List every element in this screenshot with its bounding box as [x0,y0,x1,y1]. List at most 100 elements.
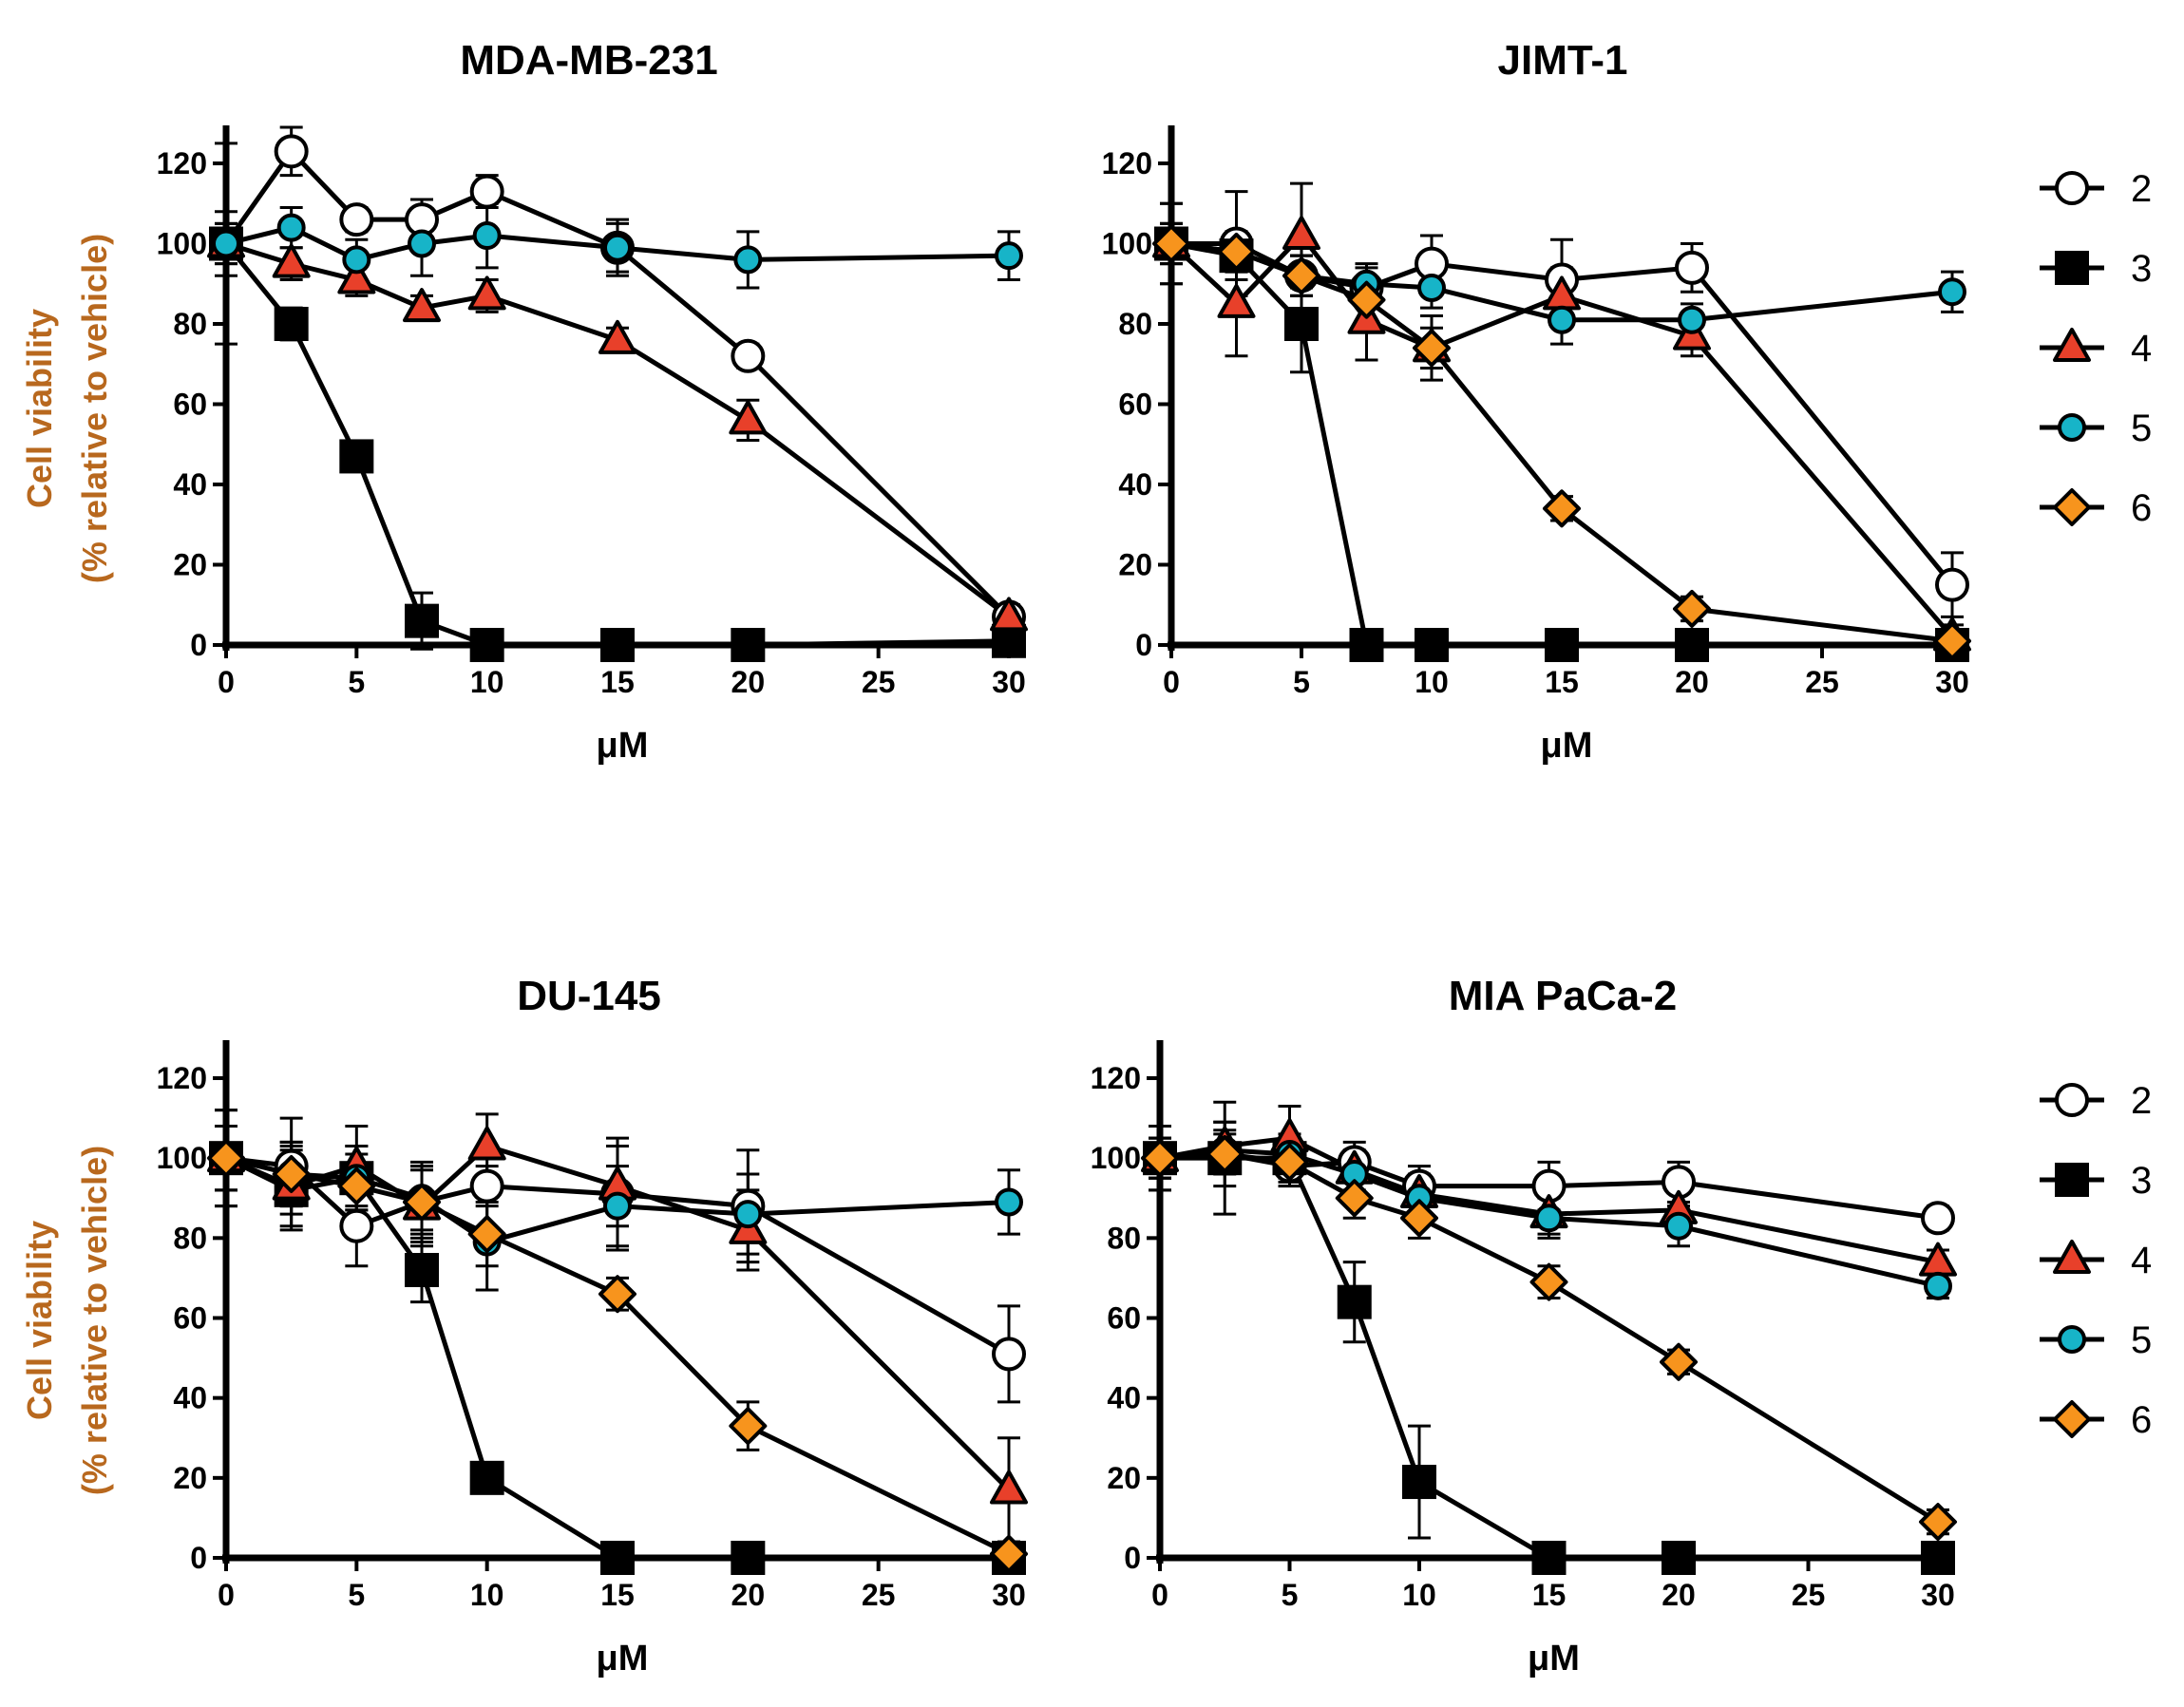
y-tick-label: 120 [157,1061,207,1095]
legend-label: 3 [2131,248,2152,290]
data-point-series-5 [733,245,763,275]
data-point-series-4 [1282,216,1320,251]
chart-panel: MDA-MB-231 0 20 40 60 80 100 120 0 5 10 15 20 25 30 μM C… [20,37,1028,766]
data-point-series-5 [1664,1211,1693,1241]
data-point-series-3 [405,1253,439,1287]
data-point-series-4 [990,1470,1028,1505]
data-point-series-6 [1270,1143,1309,1182]
legend-marker-3 [2055,251,2089,285]
x-tick-label: 30 [1921,1578,1955,1612]
data-point-series-3 [1545,628,1579,662]
data-point-series-5 [995,1187,1023,1217]
data-point-series-2 [1935,567,1969,602]
legend-label: 4 [2131,328,2152,370]
legend: 2 3 4 5 6 [2040,168,2152,529]
legend-label: 3 [2131,1160,2152,1202]
y-axis-label: Cell viability [20,309,59,508]
data-point-series-6 [272,1155,311,1193]
data-point-series-3 [469,628,504,662]
data-point-series-6 [1529,1262,1568,1301]
legend-item-3: 3 [2040,1160,2152,1202]
legend-item-4: 4 [2040,328,2152,370]
x-tick-label: 30 [992,1578,1026,1612]
x-tick-label: 5 [1293,665,1310,699]
data-point-series-4 [990,597,1028,632]
data-point-series-6 [1217,232,1256,271]
chart-title: JIMT-1 [1498,37,1628,84]
data-point-series-5 [1924,1271,1952,1300]
x-axis-label: μM [1528,1639,1580,1679]
y-tick-label: 80 [1107,1221,1141,1255]
y-tick-label: 20 [1118,548,1152,582]
legend-marker-6 [2053,488,2091,526]
x-tick-label: 10 [470,1578,504,1612]
chart-panel: MIA PaCa-2 0 20 40 60 80 100 120 0 5 10 15 20 25 30 μM [1091,973,1957,1679]
legend-marker-5 [2058,413,2086,442]
data-point-series-3 [600,1541,635,1575]
legends: 2 3 4 5 6 2 3 4 5 6 [2040,168,2152,1441]
x-tick-label: 25 [1792,1578,1826,1612]
data-point-series-5 [1938,277,1966,307]
legend-label: 6 [2131,1399,2152,1441]
data-point-series-5 [212,229,240,258]
data-point-series-2 [992,1337,1026,1372]
x-tick-label: 20 [731,1578,766,1612]
legend-item-6: 6 [2040,1399,2152,1441]
data-point-series-5 [342,245,371,275]
data-point-series-4 [598,319,636,354]
legend-item-4: 4 [2040,1240,2152,1281]
data-point-series-4 [1217,283,1256,318]
legend-item-5: 5 [2040,408,2152,449]
x-tick-label: 10 [470,665,504,699]
x-tick-label: 20 [731,665,766,699]
data-point-series-3 [1349,628,1384,662]
data-point-series-3 [731,1541,766,1575]
data-point-series-3 [1415,628,1449,662]
y-tick-label: 100 [1102,227,1152,261]
data-point-series-2 [274,134,309,169]
data-point-series-2 [469,1168,504,1204]
x-tick-label: 20 [1675,665,1709,699]
data-point-series-5 [1548,305,1576,334]
x-tick-label: 0 [1151,1578,1168,1612]
y-tick-label: 40 [1107,1381,1141,1415]
legend-label: 5 [2131,408,2152,449]
legend: 2 3 4 5 6 [2040,1080,2152,1441]
data-point-series-3 [1921,1541,1955,1575]
data-point-series-3 [1337,1284,1372,1319]
y-tick-label: 20 [173,1461,207,1495]
legend-marker-2 [2055,171,2089,205]
data-point-series-3 [1675,628,1709,662]
x-tick-label: 5 [348,1578,365,1612]
legend-item-2: 2 [2040,1080,2152,1122]
data-point-series-4 [337,259,376,294]
x-tick-label: 25 [862,1578,896,1612]
data-point-series-3 [1402,1465,1436,1500]
y-tick-label: 0 [190,1541,207,1575]
y-tick-label: 60 [173,388,207,422]
data-point-series-5 [1417,273,1446,302]
legend-label: 2 [2131,1080,2152,1122]
y-tick-label: 40 [173,1381,207,1415]
x-axis-label: μM [597,726,649,766]
data-point-series-5 [995,241,1023,271]
y-tick-label: 80 [1118,307,1152,341]
series-line-4 [1169,233,1954,639]
data-point-series-3 [1531,1541,1567,1575]
data-point-series-3 [1662,1541,1696,1575]
x-tick-label: 30 [1935,665,1969,699]
x-tick-label: 25 [1805,665,1839,699]
y-axis-label: Cell viability [20,1221,59,1420]
data-point-series-4 [272,243,311,278]
x-axis-label: μM [1541,726,1593,766]
chart-title: DU-145 [517,973,661,1019]
data-point-series-2 [1921,1201,1955,1236]
y-tick-label: 60 [1107,1301,1141,1336]
data-point-series-6 [1660,1342,1698,1381]
data-point-series-6 [729,1407,768,1446]
data-point-series-6 [1919,1503,1957,1542]
x-tick-label: 25 [862,665,896,699]
data-point-series-6 [1933,621,1971,660]
